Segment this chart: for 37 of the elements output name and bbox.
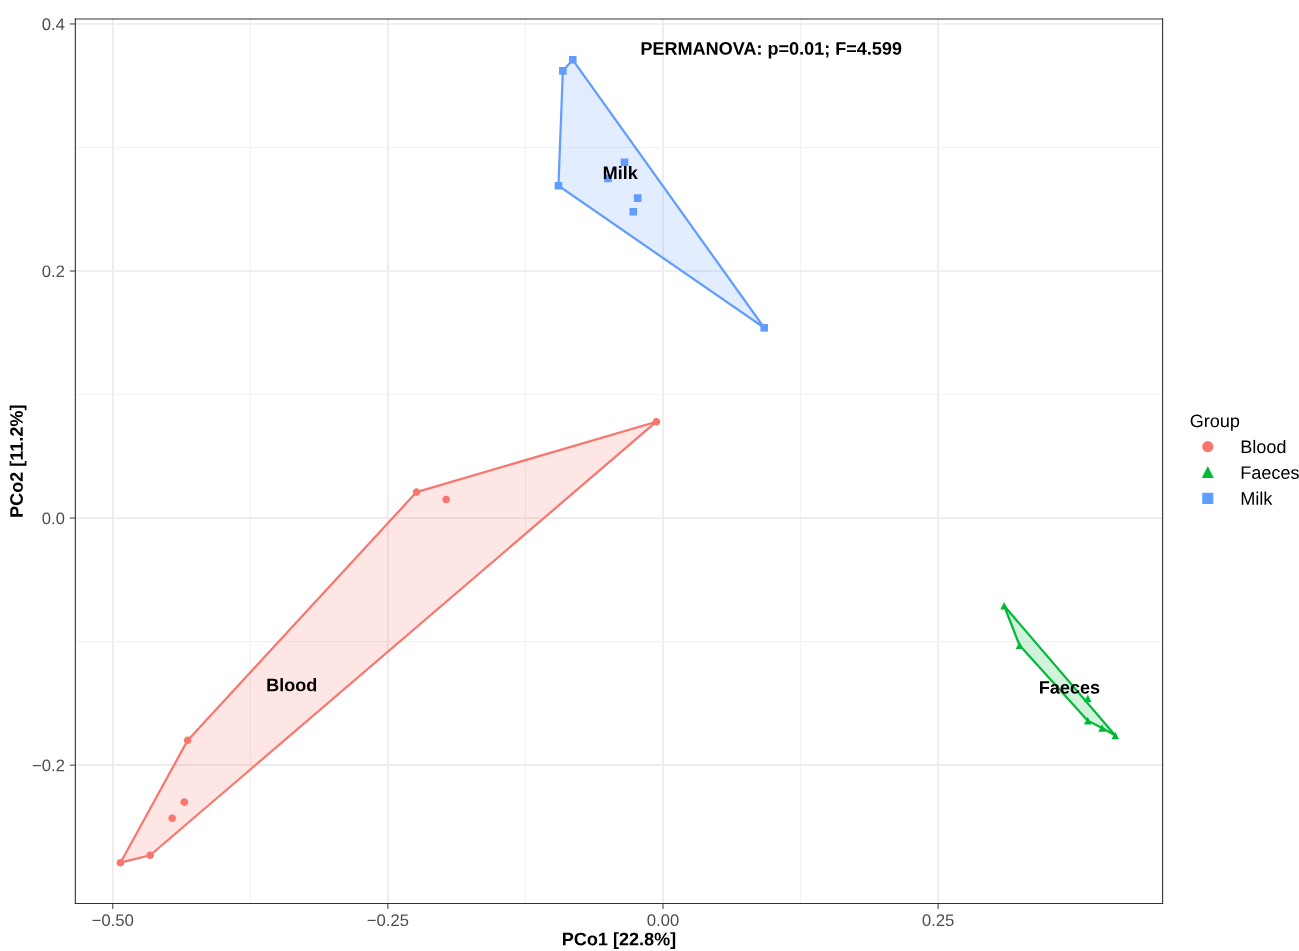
- y-tick-label: 0.0: [42, 512, 65, 525]
- point: [652, 417, 661, 426]
- point: [412, 488, 421, 496]
- point: [168, 814, 176, 823]
- point: [1098, 724, 1106, 732]
- point: [554, 181, 563, 190]
- point: [116, 858, 125, 867]
- point: [568, 55, 577, 64]
- x-tick-label: 0.00: [647, 914, 679, 927]
- legend-label: Faeces: [1241, 466, 1299, 480]
- point: [559, 67, 567, 75]
- point: [760, 324, 769, 332]
- point: [180, 798, 189, 806]
- x-tick-label: −0.50: [92, 914, 134, 927]
- point: [442, 495, 450, 504]
- point: [146, 851, 154, 860]
- x-tick-label: 0.25: [922, 914, 954, 927]
- y-tick-label: 0.4: [42, 18, 65, 31]
- y-axis-title: PCo2 [11.2%]: [9, 405, 27, 517]
- y-tick-label: −0.2: [32, 759, 65, 772]
- point: [1111, 731, 1120, 740]
- x-tick-label: −0.25: [367, 914, 409, 927]
- x-axis-title: PCo1 [22.8%]: [562, 932, 676, 950]
- point: [1083, 694, 1092, 703]
- point: [1015, 641, 1024, 650]
- text: Milk: [603, 165, 638, 180]
- point: [633, 194, 642, 202]
- point: [1000, 601, 1008, 610]
- legend-label: Blood: [1241, 439, 1286, 454]
- annotation: PERMANOVA: p=0.01; F=4.599: [641, 42, 902, 59]
- legend-label: Milk: [1241, 491, 1273, 505]
- legend-title: Group: [1190, 414, 1240, 431]
- text: Blood: [267, 678, 317, 692]
- y-tick-label: 0.2: [42, 265, 65, 278]
- point: [183, 736, 192, 745]
- point: [1083, 716, 1092, 725]
- point: [629, 207, 638, 216]
